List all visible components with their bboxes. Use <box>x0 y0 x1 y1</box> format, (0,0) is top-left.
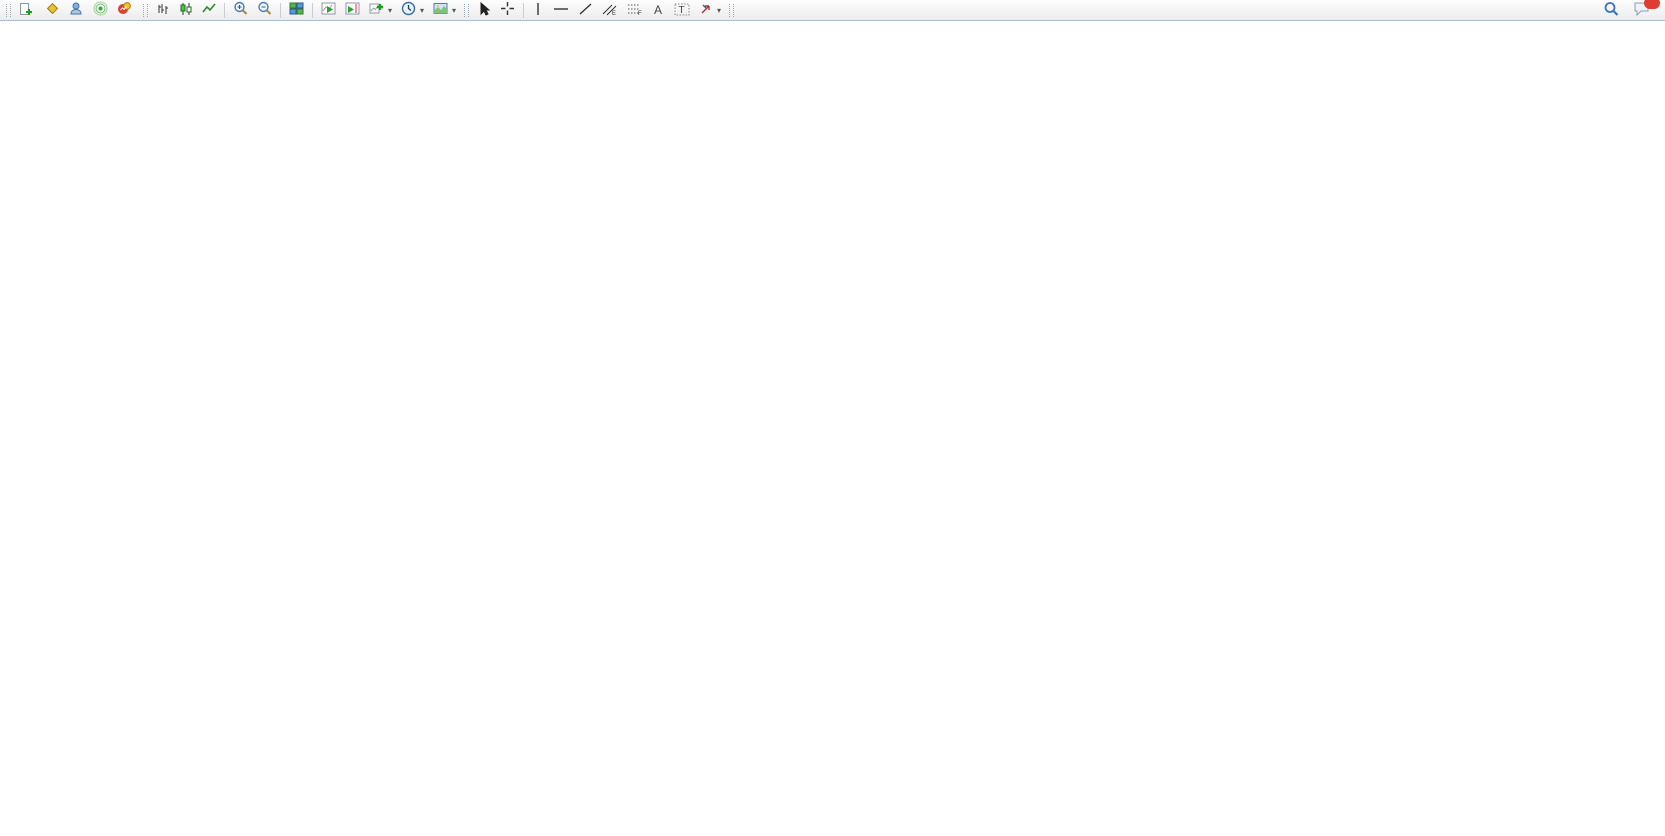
svg-text:E: E <box>612 11 616 16</box>
new-order-icon <box>19 2 33 19</box>
svg-text:T: T <box>679 5 685 16</box>
arrow-tools-button[interactable] <box>695 0 725 20</box>
label-button[interactable]: T <box>670 0 694 20</box>
zoom-in-button[interactable] <box>229 0 252 20</box>
trendline-button[interactable] <box>574 0 597 20</box>
bar-chart-button[interactable] <box>152 0 174 20</box>
candlestick-chart-icon <box>179 2 193 19</box>
candlestick-chart-button[interactable] <box>175 0 197 20</box>
community-button[interactable] <box>65 0 88 20</box>
arrow-tools-icon <box>699 2 713 19</box>
crosshair-icon <box>500 1 515 19</box>
search-icon <box>1603 1 1619 20</box>
chart-area <box>0 21 1665 836</box>
add-indicator-button[interactable] <box>365 0 396 20</box>
toolbar-grip[interactable] <box>729 3 735 17</box>
svg-text:F: F <box>638 11 642 16</box>
market-watch-button[interactable] <box>41 0 64 20</box>
crosshair-button[interactable] <box>496 0 519 20</box>
add-indicator-icon <box>369 1 384 19</box>
periods-button[interactable] <box>397 0 428 20</box>
cursor-button[interactable] <box>473 0 495 20</box>
community-icon <box>69 1 84 19</box>
svg-text:A: A <box>654 3 662 16</box>
toolbar-grip[interactable] <box>464 3 470 17</box>
text-icon: A <box>652 2 665 19</box>
zoom-in-icon <box>233 1 248 19</box>
channel-button[interactable]: E <box>598 0 622 20</box>
toolbar-grip[interactable] <box>143 3 148 17</box>
fibonacci-button[interactable]: F <box>623 0 647 20</box>
auto-scroll-button[interactable] <box>317 0 340 20</box>
auto-scroll-icon <box>321 1 336 19</box>
channel-icon: E <box>602 2 618 19</box>
vertical-line-icon <box>532 2 544 19</box>
line-chart-icon <box>202 2 216 19</box>
horizontal-line-icon <box>553 2 569 19</box>
label-icon: T <box>674 2 690 19</box>
search-button[interactable] <box>1599 0 1623 20</box>
price-chart-canvas[interactable] <box>0 21 1665 836</box>
templates-icon <box>433 1 448 19</box>
bar-chart-icon <box>156 2 170 19</box>
market-watch-icon <box>45 1 60 19</box>
notifications-button[interactable] <box>1629 0 1660 20</box>
notification-badge <box>1644 0 1660 9</box>
autotrading-button[interactable] <box>113 0 139 20</box>
autotrading-icon <box>117 1 132 19</box>
tile-windows-button[interactable] <box>285 0 308 20</box>
cursor-icon <box>477 1 491 19</box>
fibonacci-icon: F <box>627 2 643 19</box>
chart-shift-icon <box>345 1 360 19</box>
trendline-icon <box>578 2 593 19</box>
signals-icon <box>93 1 108 19</box>
periods-icon <box>401 1 416 19</box>
toolbar-grip[interactable] <box>6 3 11 17</box>
templates-button[interactable] <box>429 0 460 20</box>
chart-shift-button[interactable] <box>341 0 364 20</box>
tile-windows-icon <box>289 1 304 19</box>
new-order-button[interactable] <box>15 0 40 20</box>
horizontal-line-button[interactable] <box>549 0 573 20</box>
main-toolbar: E F A T <box>0 0 1665 21</box>
line-chart-button[interactable] <box>198 0 220 20</box>
vertical-line-button[interactable] <box>528 0 548 20</box>
text-button[interactable]: A <box>648 0 669 20</box>
zoom-out-icon <box>257 1 272 19</box>
signals-button[interactable] <box>89 0 112 20</box>
zoom-out-button[interactable] <box>253 0 276 20</box>
